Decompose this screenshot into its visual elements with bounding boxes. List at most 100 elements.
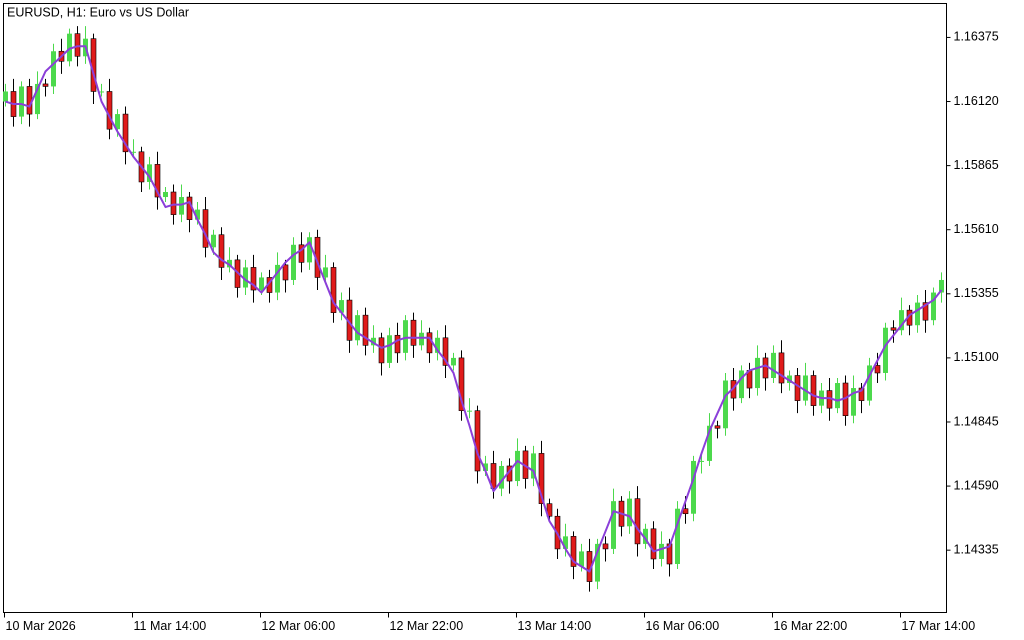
candle-body xyxy=(602,543,609,550)
candle-body xyxy=(186,196,193,220)
candle-body xyxy=(762,357,769,379)
candle-body xyxy=(410,319,417,346)
candle-body xyxy=(570,536,577,567)
candle-body xyxy=(74,33,81,57)
candle-body xyxy=(435,337,440,353)
candle-body xyxy=(939,279,944,293)
candle-body xyxy=(131,151,136,153)
candle-body xyxy=(42,83,49,87)
candle-body xyxy=(563,536,568,549)
candle-body xyxy=(403,320,408,353)
candle-body xyxy=(122,113,129,153)
y-tick-label: 1.16375 xyxy=(954,30,999,44)
candle-body xyxy=(874,365,881,374)
candle-body xyxy=(890,327,897,331)
candle-body xyxy=(282,264,289,281)
candle-body xyxy=(154,164,161,198)
y-tick-label: 1.15865 xyxy=(954,158,999,172)
y-tick-label: 1.15610 xyxy=(954,222,999,236)
candle-body xyxy=(474,410,481,472)
candle-body xyxy=(915,302,920,326)
candle-body xyxy=(106,91,113,130)
candle-body xyxy=(371,337,376,346)
candle-body xyxy=(787,375,792,384)
candle-body xyxy=(378,337,385,364)
candle-body xyxy=(579,551,584,567)
x-tick-label: 12 Mar 22:00 xyxy=(390,619,464,633)
candle-body xyxy=(899,310,904,331)
candle-body xyxy=(707,425,712,461)
candle-body xyxy=(387,335,392,363)
candle-body xyxy=(675,508,680,564)
candle-body xyxy=(682,508,689,515)
candle-body xyxy=(426,332,433,354)
y-tick-label: 1.16120 xyxy=(954,94,999,108)
candle-body xyxy=(259,277,264,291)
candle-body xyxy=(546,503,553,517)
moving-average-line xyxy=(5,45,943,573)
candle-body xyxy=(771,352,776,378)
chart-title: EURUSD, H1: Euro vs US Dollar xyxy=(7,5,189,19)
candle-body xyxy=(851,388,856,416)
candle-body xyxy=(922,302,929,321)
candle-body xyxy=(394,334,401,354)
candle-body xyxy=(515,450,520,482)
x-tick-label: 16 Mar 06:00 xyxy=(646,619,720,633)
candle-body xyxy=(659,543,664,559)
candle-body xyxy=(339,300,344,313)
candle-body xyxy=(643,528,648,544)
candle-body xyxy=(803,375,808,401)
candle-body xyxy=(250,267,257,291)
candle-body xyxy=(243,267,248,288)
candle-body xyxy=(538,453,545,504)
candle-body xyxy=(115,114,120,130)
candle-body xyxy=(499,465,504,489)
candle-body xyxy=(810,375,817,406)
candle-body xyxy=(634,498,641,545)
candle-body xyxy=(298,244,305,263)
candle-body xyxy=(355,315,360,341)
candle-body xyxy=(883,327,888,373)
x-tick-label: 11 Mar 14:00 xyxy=(134,619,207,633)
candle-body xyxy=(35,83,40,115)
candle-body xyxy=(595,543,600,582)
candle-body xyxy=(195,209,200,220)
x-tick-label: 16 Mar 22:00 xyxy=(774,619,848,633)
candle-body xyxy=(307,237,312,263)
candle-body xyxy=(611,501,616,549)
candle-body xyxy=(451,357,456,366)
candle-body xyxy=(483,463,488,471)
candle-body xyxy=(778,352,785,384)
candle-body xyxy=(458,357,465,411)
candle-body xyxy=(699,460,704,462)
candle-body xyxy=(3,91,8,102)
candle-body xyxy=(163,192,168,198)
y-tick-label: 1.14845 xyxy=(954,414,999,428)
candle-body xyxy=(211,234,216,248)
y-tick-label: 1.14590 xyxy=(954,478,999,492)
candle-body xyxy=(835,383,840,409)
candle-body xyxy=(323,267,328,278)
candle-body xyxy=(794,375,801,401)
candle-body xyxy=(275,264,280,293)
candle-body xyxy=(202,209,209,248)
candle-body xyxy=(179,197,184,215)
candle-body xyxy=(419,332,424,346)
x-tick-label: 12 Mar 06:00 xyxy=(262,619,336,633)
candle-body xyxy=(99,91,104,93)
candle-body xyxy=(227,259,232,268)
candle-body xyxy=(755,357,760,389)
y-tick-label: 1.15100 xyxy=(954,350,999,364)
plot-frame xyxy=(3,3,947,613)
y-tick-label: 1.14335 xyxy=(954,542,999,556)
candle-body xyxy=(291,244,296,280)
x-tick-label: 17 Mar 14:00 xyxy=(902,619,976,633)
candle-body xyxy=(218,234,225,268)
candle-body xyxy=(931,292,936,321)
candle-body xyxy=(627,498,632,527)
candle-body xyxy=(723,380,728,429)
candle-body xyxy=(739,370,744,399)
candle-body xyxy=(67,33,72,62)
candle-body xyxy=(858,387,865,401)
